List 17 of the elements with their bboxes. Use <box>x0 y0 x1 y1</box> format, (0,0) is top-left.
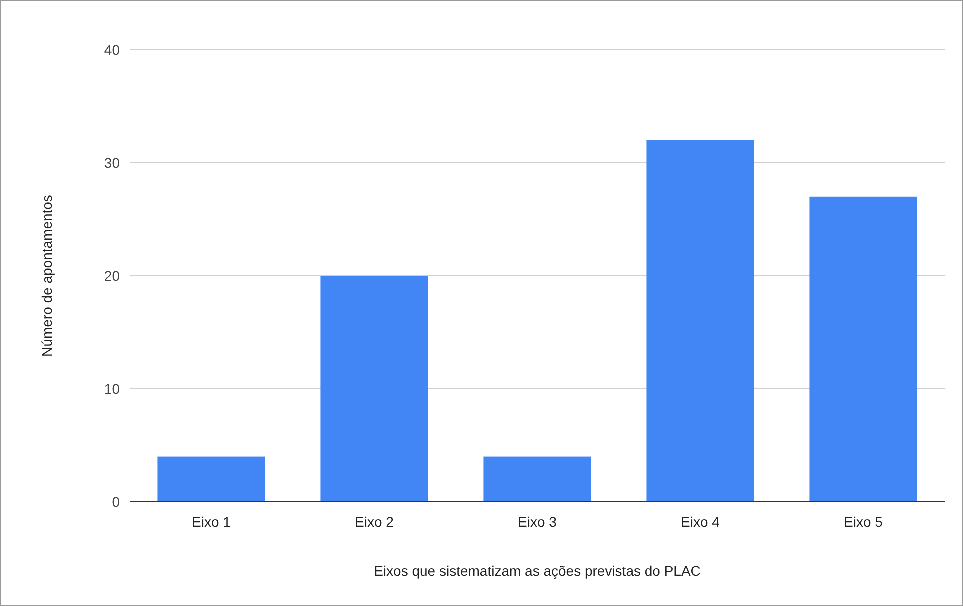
bar <box>810 196 918 502</box>
y-tick-label: 40 <box>104 42 120 58</box>
x-tick-label: Eixo 2 <box>355 514 394 530</box>
x-axis-title: Eixos que sistematizam as ações previstas do PLAC <box>374 563 701 579</box>
x-tick-label: Eixo 1 <box>192 514 232 530</box>
x-tick-label: Eixo 4 <box>681 514 720 530</box>
y-tick-label: 30 <box>104 154 120 171</box>
bar <box>484 456 592 502</box>
x-tick-label: Eixo 5 <box>844 514 884 530</box>
bar <box>158 456 266 502</box>
bar <box>320 276 428 502</box>
y-axis-title: Número de apontamentos <box>39 195 55 357</box>
y-tick-label: 10 <box>104 380 120 397</box>
bar <box>646 140 754 502</box>
y-tick-label: 0 <box>112 494 120 510</box>
x-tick-label: Eixo 3 <box>518 514 558 530</box>
y-tick-label: 20 <box>104 268 120 284</box>
